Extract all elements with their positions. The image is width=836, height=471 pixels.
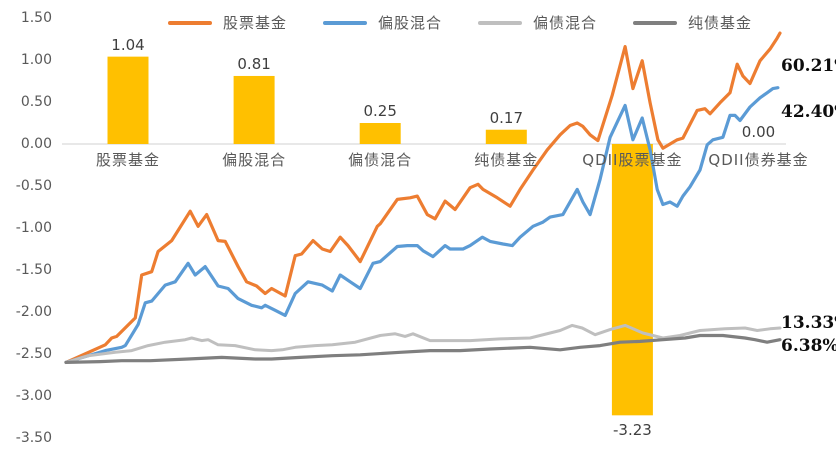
legend-line-swatch — [633, 20, 678, 25]
line-series-0 — [64, 31, 782, 364]
legend-label: 偏债混合 — [533, 14, 598, 32]
category-label-QDII股票基金: QDII股票基金 — [582, 151, 683, 169]
line-series-2 — [64, 323, 782, 364]
bar-偏债混合 — [359, 123, 401, 144]
y-tick-label: -3.50 — [15, 430, 52, 446]
y-tick-label: 1.50 — [20, 10, 52, 26]
category-label-偏股混合: 偏股混合 — [222, 151, 287, 169]
end-label-纯债基金: 6.38% — [781, 336, 836, 356]
end-label-偏债混合: 13.33% — [781, 313, 836, 333]
legend-item-偏债混合: 偏债混合 — [478, 12, 597, 33]
bar-value-label: 0.00 — [741, 123, 776, 141]
y-tick-label: -2.50 — [15, 346, 52, 362]
line-series-3 — [64, 333, 782, 364]
legend: 股票基金 偏股混合 偏债混合 纯债基金 — [0, 12, 836, 33]
y-tick-label: -1.50 — [15, 262, 52, 278]
bar-QDII股票基金 — [611, 144, 653, 416]
category-label-股票基金: 股票基金 — [95, 151, 160, 169]
category-label-偏债混合: 偏债混合 — [348, 151, 413, 169]
end-label-偏股混合: 42.40% — [781, 102, 836, 122]
y-tick-label: -3.00 — [15, 388, 52, 404]
legend-item-偏股混合: 偏股混合 — [322, 12, 442, 33]
legend-line-swatch — [322, 20, 367, 25]
bar-value-label: 0.25 — [363, 102, 397, 120]
bar-value-label: 0.81 — [237, 54, 271, 73]
legend-line-swatch — [167, 20, 212, 25]
end-label-股票基金: 60.21% — [781, 56, 836, 76]
y-tick-label: 0.50 — [20, 94, 52, 110]
legend-item-股票基金: 股票基金 — [167, 12, 287, 33]
category-label-QDII债券基金: QDII债券基金 — [708, 151, 809, 169]
legend-label: 纯债基金 — [688, 14, 753, 32]
legend-label: 偏股混合 — [377, 14, 442, 32]
legend-item-纯债基金: 纯债基金 — [633, 12, 752, 33]
bar-股票基金 — [107, 56, 149, 144]
y-tick-label: 1.00 — [20, 52, 52, 68]
bar-纯债基金 — [485, 129, 527, 144]
legend-line-swatch — [478, 20, 522, 25]
line-series-1 — [64, 86, 780, 364]
y-tick-label: -1.00 — [15, 220, 52, 236]
bar-偏股混合 — [233, 75, 275, 144]
bar-value-label: 0.17 — [489, 108, 523, 127]
bar-value-label: -3.23 — [612, 421, 652, 440]
category-label-纯债基金: 纯债基金 — [474, 151, 539, 169]
y-tick-label: -0.50 — [15, 178, 52, 194]
y-tick-label: -2.00 — [15, 304, 52, 320]
bar-value-label: 1.04 — [111, 35, 145, 54]
legend-label: 股票基金 — [222, 14, 287, 32]
y-tick-label: 0.00 — [20, 136, 52, 152]
